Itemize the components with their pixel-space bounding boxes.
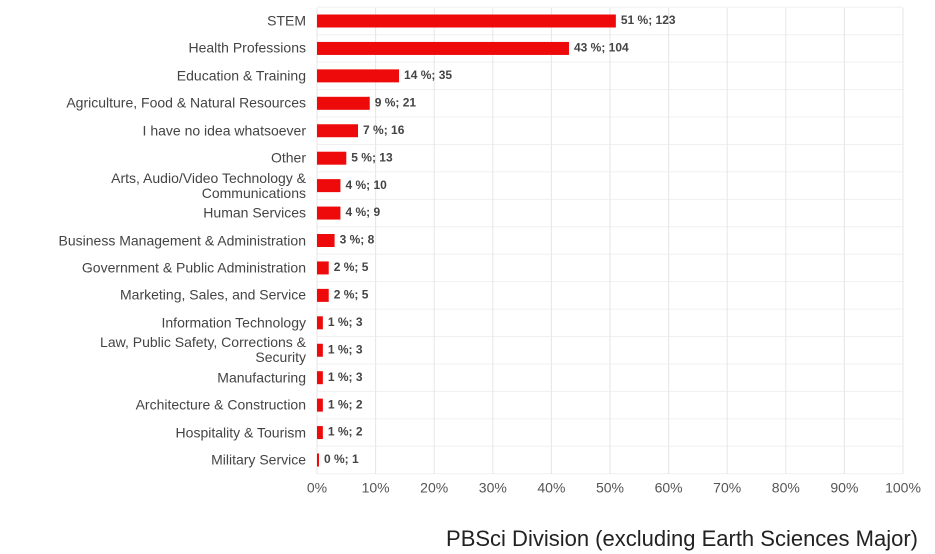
y-tick-label: Information Technology [161,314,307,331]
x-tick-label: 90% [830,480,858,496]
bar [317,343,323,357]
data-label: 3 %; 8 [340,233,375,247]
y-tick-label: Agriculture, Food & Natural Resources [66,94,306,111]
data-label: 1 %; 3 [328,342,363,356]
data-label: 0 %; 1 [324,452,359,466]
bar [317,179,341,193]
y-tick-label: Military Service [211,451,306,468]
y-tick-label: Manufacturing [217,369,306,386]
x-tick-label: 40% [537,480,565,496]
x-tick-label: 70% [713,480,741,496]
chart-title: PBSci Division (excluding Earth Sciences… [446,526,918,551]
bar [317,316,323,330]
bar [317,398,323,412]
bar [317,151,347,165]
bar [317,261,329,275]
bar [317,234,335,247]
data-label: 1 %; 3 [328,315,363,329]
data-label: 1 %; 3 [328,370,363,384]
y-tick-label: Government & Public Administration [81,259,306,276]
data-label: 4 %; 9 [345,205,380,219]
data-label: 2 %; 5 [334,288,369,302]
bar [317,371,323,385]
data-label: 51 %; 123 [621,13,676,27]
bar [317,453,320,467]
x-tick-label: 0% [307,480,327,496]
y-tick-label: Health Professions [188,39,306,56]
y-tick-label: Education & Training [176,67,306,84]
bar [317,41,569,55]
data-label: 7 %; 16 [363,123,405,137]
x-tick-label: 30% [479,480,507,496]
y-tick-label: STEM [267,12,306,29]
y-tick-label: Arts, Audio/Video Technology & Communica… [111,169,306,201]
x-tick-label: 80% [772,480,800,496]
bar [317,124,359,138]
data-label: 2 %; 5 [334,260,369,274]
data-label: 4 %; 10 [345,178,387,192]
data-label: 1 %; 2 [328,425,363,439]
bar [317,69,400,83]
x-tick-label: 50% [596,480,624,496]
x-tick-label: 20% [420,480,448,496]
bar [317,426,323,440]
y-tick-label: Marketing, Sales, and Service [120,286,306,303]
data-label: 5 %; 13 [351,150,393,164]
y-tick-label: Other [270,149,306,166]
data-label: 9 %; 21 [375,95,417,109]
bar [317,14,616,28]
y-tick-label: Architecture & Construction [135,396,306,413]
y-tick-label: I have no idea whatsoever [142,122,306,139]
data-label: 1 %; 2 [328,397,363,411]
data-label: 43 %; 104 [574,41,629,55]
bar [317,288,329,302]
bar [317,206,341,220]
x-tick-label: 10% [362,480,390,496]
y-tick-label: Hospitality & Tourism [175,424,306,441]
x-tick-label: 60% [655,480,683,496]
data-label: 14 %; 35 [404,68,452,82]
x-tick-label: 100% [885,480,921,496]
y-tick-label: Human Services [203,204,306,221]
y-tick-label: Law, Public Safety, Corrections & Securi… [100,334,306,366]
y-tick-label: Business Management & Administration [58,232,306,248]
bar [317,96,370,110]
